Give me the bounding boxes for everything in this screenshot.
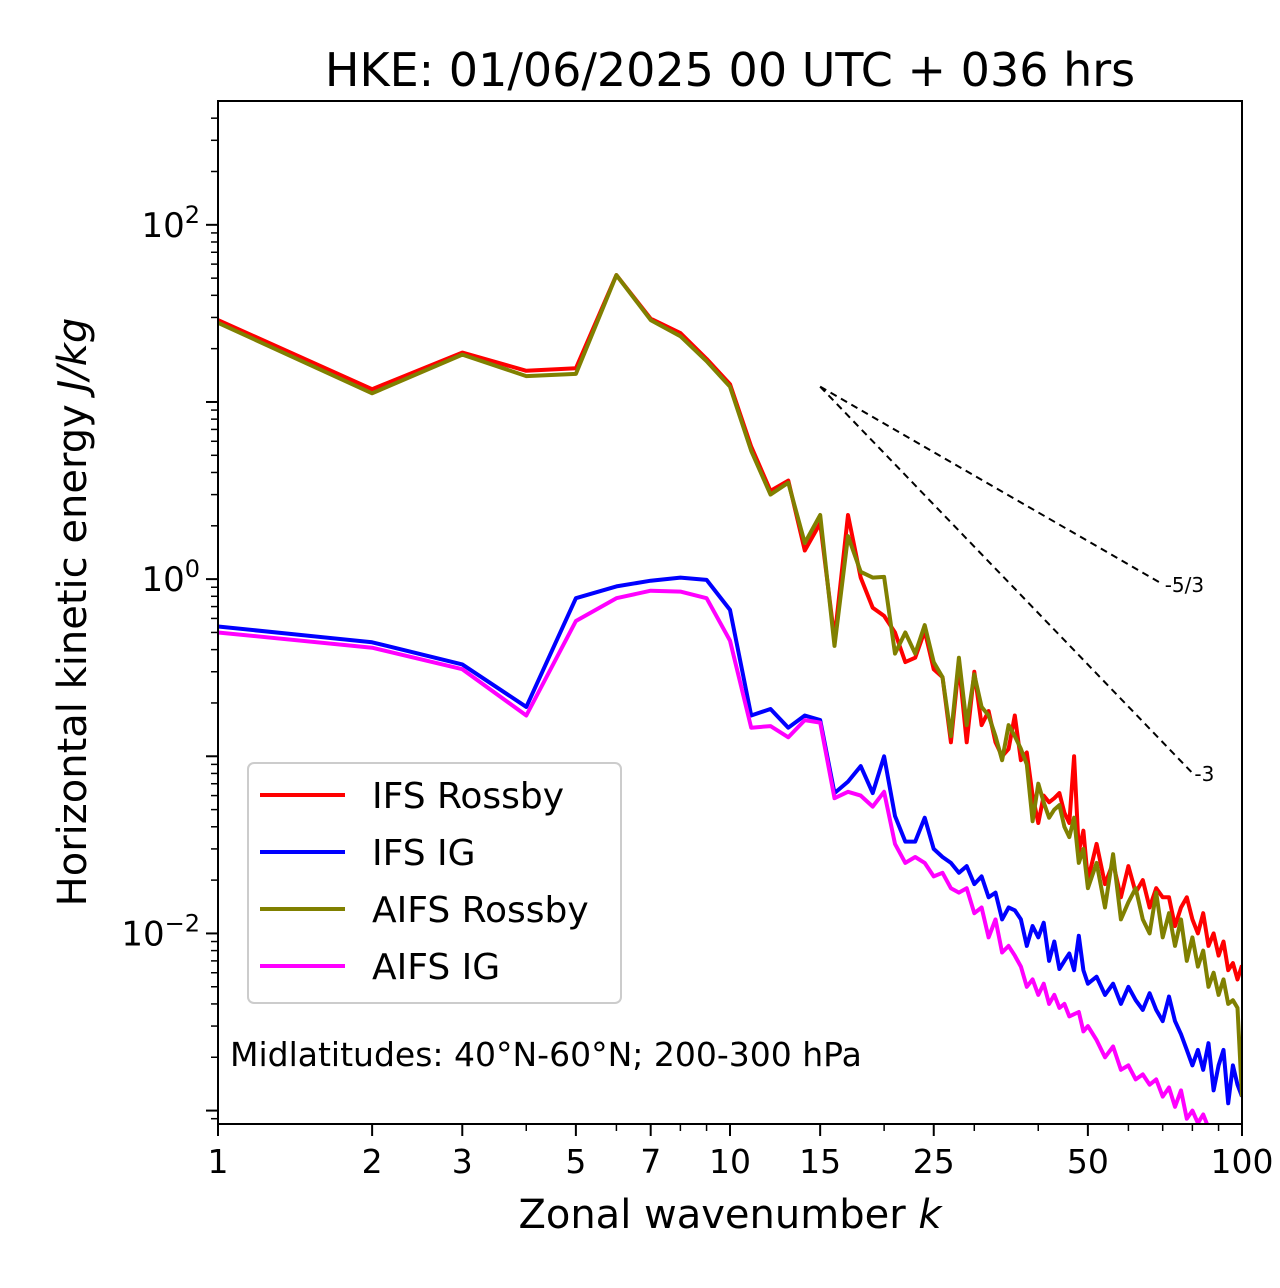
- legend-label-aifs-rossby: AIFS Rossby: [372, 890, 589, 931]
- x-tick-label: 10: [709, 1142, 751, 1181]
- y-axis-label-unit: J/kg: [50, 318, 96, 399]
- legend-label-ifs-rossby: IFS Rossby: [372, 776, 564, 817]
- plot-frame: [217, 100, 1243, 1125]
- reference-slope-line: [819, 385, 1164, 586]
- series-line-aifs-ig: [218, 588, 1210, 1124]
- series-layer: [218, 273, 1242, 1124]
- x-tick-label: 1: [208, 1142, 229, 1181]
- x-tick-label: 100: [1211, 1142, 1274, 1181]
- reference-slope-label: -3: [1194, 762, 1214, 786]
- chart-title: HKE: 01/06/2025 00 UTC + 036 hrs: [325, 43, 1135, 97]
- x-axis-label: Zonal wavenumber k: [518, 1192, 943, 1238]
- reference-slope-label: -5/3: [1165, 573, 1204, 597]
- region-annotation: Midlatitudes: 40°N-60°N; 200-300 hPa: [230, 1035, 862, 1074]
- y-axis-label-main: Horizontal kinetic energy: [50, 392, 96, 907]
- series-line-ifs-ig: [218, 575, 1242, 1106]
- y-axis-label: Horizontal kinetic energy J/kg: [50, 318, 96, 907]
- legend-label-aifs-ig: AIFS IG: [372, 947, 500, 988]
- reference-slope-line: [819, 385, 1194, 774]
- x-tick-label: 2: [362, 1142, 383, 1181]
- legend: IFS Rossby IFS IG AIFS Rossby AIFS IG: [247, 762, 622, 1004]
- legend-label-ifs-ig: IFS IG: [372, 833, 476, 874]
- x-tick-label: 50: [1067, 1142, 1109, 1181]
- x-axis-label-var: k: [918, 1192, 943, 1238]
- x-tick-label: 3: [452, 1142, 473, 1181]
- x-tick-label: 25: [913, 1142, 955, 1181]
- legend-box: [247, 762, 622, 1004]
- series-line-aifs-rossby: [218, 273, 1242, 1097]
- y-tick-label: 102: [141, 201, 200, 246]
- x-tick-label: 15: [799, 1142, 841, 1181]
- x-axis-label-main: Zonal wavenumber: [518, 1192, 918, 1238]
- axis-ticks: 1 2 3 5 7 10 15 25 50 100 102 100 10−2: [121, 117, 1274, 1181]
- y-tick-label: 10−2: [121, 909, 200, 954]
- reference-slopes: -5/3 -3: [819, 385, 1214, 786]
- y-tick-label: 100: [141, 555, 200, 600]
- x-tick-label: 5: [565, 1142, 586, 1181]
- x-tick-label: 7: [640, 1142, 661, 1181]
